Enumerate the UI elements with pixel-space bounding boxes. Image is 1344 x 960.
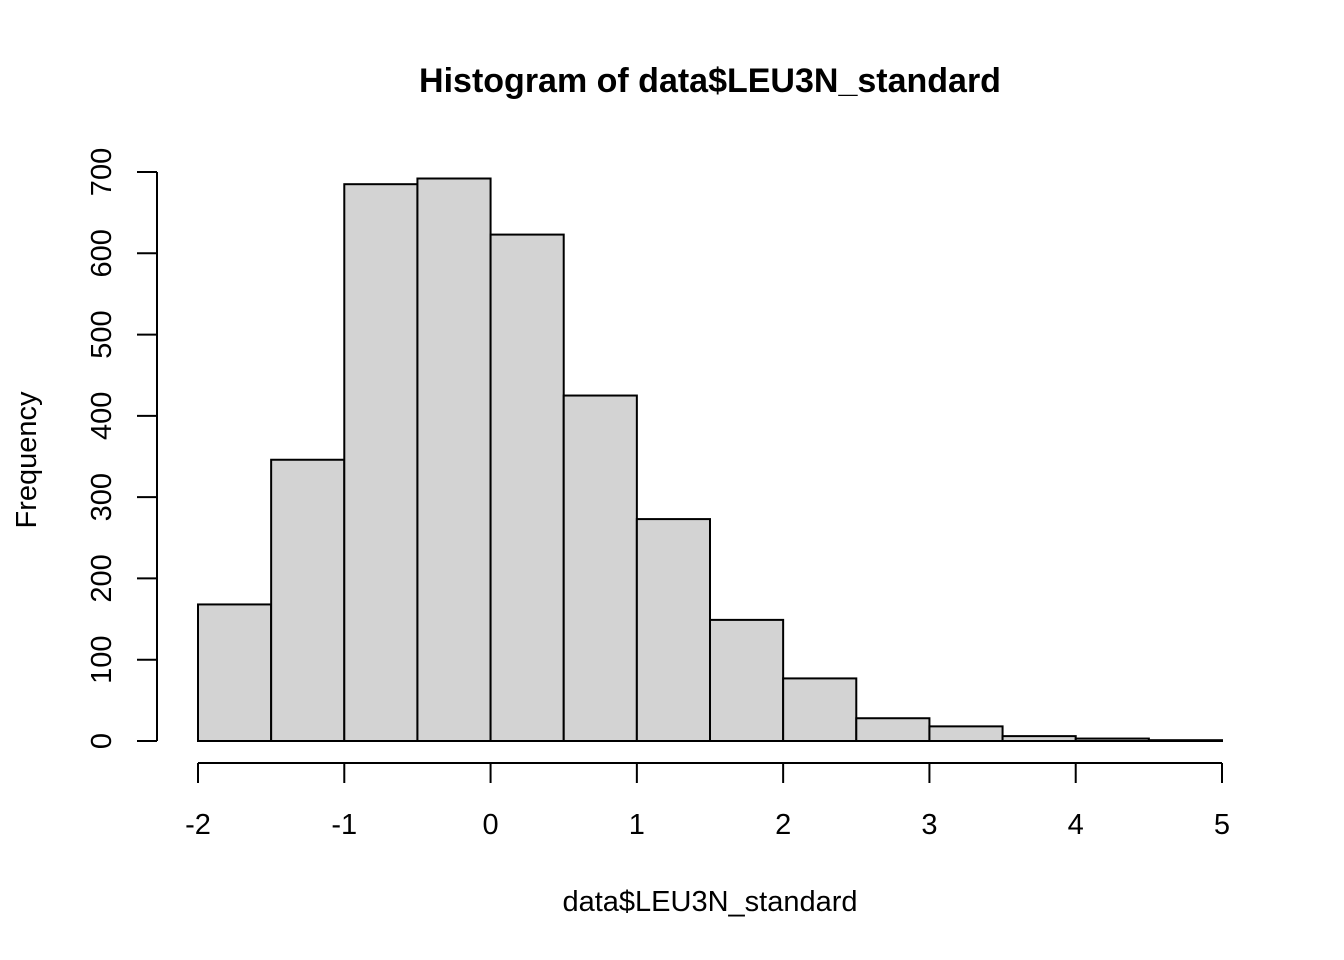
histogram-bar-3 — [343, 183, 419, 742]
chart-title: Histogram of data$LEU3N_standard — [419, 62, 1001, 100]
histogram-bar-9 — [782, 677, 858, 742]
y-tick-label-2: 200 — [86, 554, 118, 602]
x-tick-label-2: 0 — [483, 809, 499, 841]
histogram-bar-11 — [928, 725, 1004, 743]
histogram-bar-8 — [709, 618, 785, 742]
histogram-bar-2 — [270, 458, 346, 742]
x-tick-label-7: 5 — [1214, 809, 1230, 841]
histogram-bar-6 — [562, 394, 638, 742]
y-tick-label-5: 500 — [86, 310, 118, 358]
histogram-bar-4 — [416, 177, 492, 742]
y-tick-label-7: 700 — [86, 148, 118, 196]
histogram-bar-7 — [635, 518, 711, 743]
x-tick-label-0: -2 — [185, 809, 211, 841]
y-tick-label-3: 300 — [86, 473, 118, 521]
histogram-bar-13 — [1074, 737, 1150, 742]
x-axis: -2 -1 0 1 2 3 4 5 — [185, 762, 1230, 841]
bars-group — [197, 177, 1224, 743]
histogram-bar-12 — [1001, 735, 1077, 743]
y-tick-label-1: 100 — [86, 636, 118, 684]
x-axis-label: data$LEU3N_standard — [562, 886, 857, 918]
histogram-bar-1 — [197, 603, 273, 742]
y-axis-label: Frequency — [11, 391, 43, 529]
y-tick-label-0: 0 — [86, 733, 118, 749]
y-axis: 0 100 200 300 400 500 600 700 — [86, 148, 158, 749]
y-tick-label-4: 400 — [86, 392, 118, 440]
histogram-bar-10 — [855, 717, 931, 742]
y-tick-label-6: 600 — [86, 229, 118, 277]
histogram-bar-5 — [489, 233, 565, 742]
x-tick-label-1: -1 — [331, 809, 357, 841]
x-tick-label-6: 4 — [1068, 809, 1084, 841]
x-tick-label-4: 2 — [775, 809, 791, 841]
histogram-bar-14 — [1147, 739, 1224, 742]
x-tick-label-3: 1 — [629, 809, 645, 841]
x-tick-label-5: 3 — [921, 809, 937, 841]
